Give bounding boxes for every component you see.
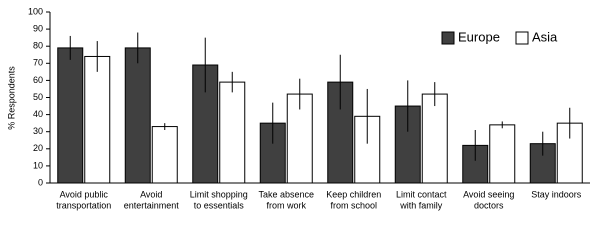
x-tick-label: entertainment	[124, 200, 180, 210]
y-tick-label: 100	[28, 6, 43, 16]
x-tick-label: transportation	[56, 200, 111, 210]
y-tick-label: 90	[33, 23, 43, 33]
x-tick-label: with family	[399, 200, 443, 210]
x-tick-label: from school	[330, 200, 377, 210]
bar	[151, 126, 178, 184]
y-tick-label: 40	[33, 109, 43, 119]
bar	[57, 47, 84, 184]
x-tick-label: Take absence	[258, 189, 314, 199]
x-tick-label: from work	[266, 200, 306, 210]
y-tick-label: 50	[33, 92, 43, 102]
x-tick-label: Avoid seeing	[463, 189, 514, 199]
y-tick-label: 30	[33, 126, 43, 136]
x-tick-label: Avoid public	[60, 189, 109, 199]
legend-swatch	[515, 31, 529, 45]
legend-text: Asia	[532, 29, 558, 44]
x-tick-label: Avoid	[140, 189, 162, 199]
y-tick-label: 0	[38, 177, 43, 187]
y-axis-label: % Respondents	[6, 66, 16, 130]
legend-text: Europe	[458, 29, 500, 44]
y-tick-label: 60	[33, 75, 43, 85]
x-tick-label: Stay indoors	[531, 189, 582, 199]
legend-swatch	[441, 31, 455, 45]
x-tick-label: doctors	[474, 200, 504, 210]
chart: % Respondents 0 10 20 30 40 50 60 70 80 90 100 Avoi…	[6, 6, 590, 210]
bar	[421, 93, 448, 184]
y-tick-label: 80	[33, 41, 43, 51]
x-tick-label: to essentials	[194, 200, 245, 210]
x-tick-label: Limit contact	[396, 189, 447, 199]
y-tick-label: 70	[33, 58, 43, 68]
bar	[489, 124, 516, 184]
x-tick-label: Keep children	[326, 189, 381, 199]
y-tick-label: 10	[33, 160, 43, 170]
bar	[219, 81, 246, 184]
x-tick-label: Limit shopping	[190, 189, 248, 199]
bar	[84, 55, 111, 184]
y-tick-label: 20	[33, 143, 43, 153]
bar	[124, 47, 151, 184]
